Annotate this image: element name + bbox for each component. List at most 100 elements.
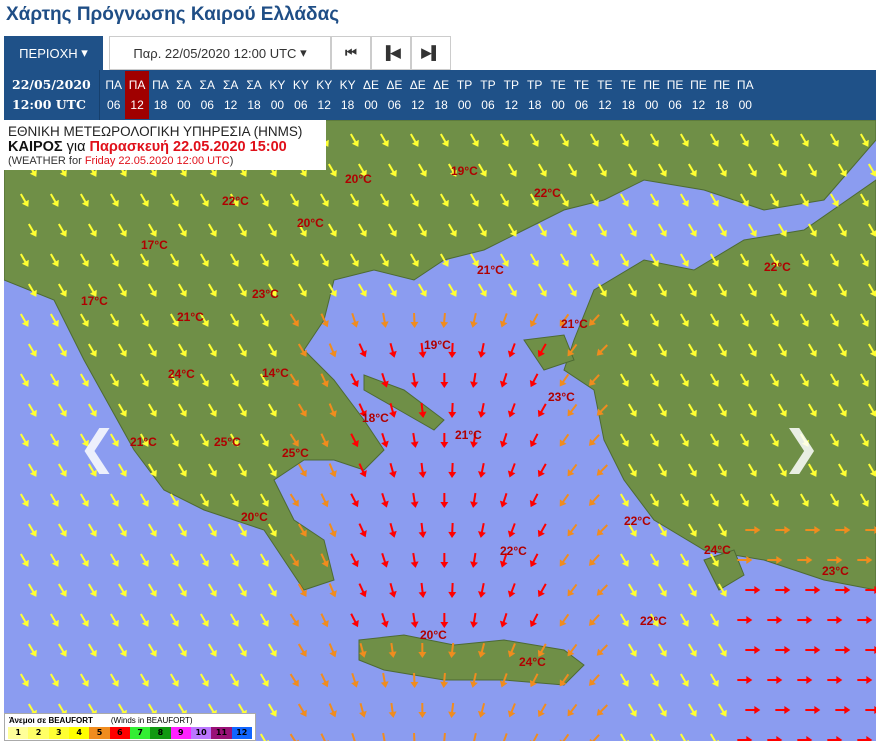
temperature-label: 18°C xyxy=(362,411,389,425)
wind-arrow xyxy=(297,223,307,237)
time-slot[interactable]: ΣΑ 06 xyxy=(196,71,219,119)
time-slot[interactable]: ΠΑ 06 xyxy=(102,71,125,119)
wind-arrow xyxy=(867,283,876,297)
wind-arrow xyxy=(410,432,419,448)
wind-arrow xyxy=(567,223,577,237)
wind-arrow xyxy=(147,523,157,537)
previous-map-arrow-icon[interactable]: ❮ xyxy=(78,420,117,474)
wind-arrow xyxy=(477,642,486,658)
wind-arrow xyxy=(739,373,749,387)
wind-arrow xyxy=(440,672,449,688)
wind-arrow xyxy=(267,223,277,237)
wind-arrow xyxy=(799,373,809,387)
time-slot[interactable]: ΠΑ 18 xyxy=(149,71,172,119)
wind-arrow xyxy=(805,646,821,654)
first-step-button[interactable]: ⏮ xyxy=(331,36,371,70)
wind-arrow xyxy=(358,463,367,478)
time-slot[interactable]: ΣΑ 18 xyxy=(242,71,265,119)
slot-hour: 06 xyxy=(387,98,402,112)
wind-arrow xyxy=(448,522,457,538)
time-slot[interactable]: ΠΕ 00 xyxy=(640,71,663,119)
wind-arrow xyxy=(797,616,813,624)
wind-arrow xyxy=(559,493,570,507)
wind-arrow xyxy=(747,403,757,417)
wind-arrow xyxy=(259,313,269,327)
time-slot[interactable]: ΠΕ 12 xyxy=(687,71,710,119)
legend-cell: 7 xyxy=(129,727,151,739)
wind-arrow xyxy=(709,493,719,507)
region-dropdown-button[interactable]: ΠΕΡΙΟΧΗ ▾ xyxy=(4,36,103,70)
time-slot[interactable]: ΣΑ 00 xyxy=(172,71,195,119)
prev-step-button[interactable]: ▐◀ xyxy=(371,36,411,70)
wind-arrow xyxy=(139,553,149,567)
time-slot[interactable]: ΣΑ 12 xyxy=(219,71,242,119)
wind-arrow xyxy=(87,343,97,357)
time-slot[interactable]: ΚΥ 18 xyxy=(336,71,359,119)
wind-arrow xyxy=(559,133,569,147)
wind-arrow xyxy=(389,582,397,598)
time-slot[interactable]: ΤΡ 00 xyxy=(453,71,476,119)
time-slot[interactable]: ΚΥ 06 xyxy=(289,71,312,119)
time-slot[interactable]: ΠΕ 06 xyxy=(663,71,686,119)
next-map-arrow-icon[interactable]: ❯ xyxy=(782,420,821,474)
wind-arrow xyxy=(351,733,359,741)
wind-arrow xyxy=(319,193,329,207)
land-lesvos xyxy=(523,334,575,371)
wind-arrow xyxy=(588,674,600,686)
wind-arrow xyxy=(537,583,547,597)
time-slot[interactable]: ΔΕ 06 xyxy=(383,71,406,119)
time-slot[interactable]: ΤΡ 18 xyxy=(523,71,546,119)
time-slot[interactable]: ΤΡ 06 xyxy=(476,71,499,119)
wind-arrow xyxy=(627,643,637,657)
time-slot[interactable]: ΚΥ 00 xyxy=(266,71,289,119)
wind-arrow xyxy=(439,253,449,267)
wind-arrow xyxy=(289,553,299,567)
slot-day: ΣΑ xyxy=(176,78,192,92)
wind-arrow xyxy=(567,463,578,477)
wind-arrow xyxy=(477,163,487,177)
time-slot[interactable]: ΔΕ 12 xyxy=(406,71,429,119)
wind-arrow xyxy=(507,703,516,718)
wind-arrow xyxy=(837,463,847,477)
wind-arrow xyxy=(379,193,389,207)
wind-arrow xyxy=(867,343,876,357)
wind-arrow xyxy=(679,193,689,207)
time-slot[interactable]: ΔΕ 00 xyxy=(359,71,382,119)
wind-arrow xyxy=(389,522,397,538)
time-slot[interactable]: ΤΕ 18 xyxy=(617,71,640,119)
date-select[interactable]: Παρ. 22/05/2020 12:00 UTC ▾ xyxy=(109,36,331,70)
time-slot[interactable]: ΠΑ 00 xyxy=(734,71,757,119)
wind-arrow xyxy=(537,463,547,477)
time-slot[interactable]: ΔΕ 18 xyxy=(429,71,452,119)
wind-arrow xyxy=(537,703,547,717)
wind-arrow xyxy=(797,556,813,564)
wind-arrow xyxy=(169,553,179,567)
wind-arrow xyxy=(259,493,269,507)
time-slot[interactable]: ΤΕ 06 xyxy=(570,71,593,119)
time-slot[interactable]: ΚΥ 12 xyxy=(313,71,336,119)
wind-arrow xyxy=(767,676,783,684)
temperature-label: 21°C xyxy=(177,310,204,324)
wind-arrow xyxy=(328,583,337,598)
wind-arrow xyxy=(837,223,847,237)
wind-arrow xyxy=(169,253,179,267)
wind-arrow xyxy=(469,312,478,328)
time-slot[interactable]: ΤΡ 12 xyxy=(500,71,523,119)
wind-arrow xyxy=(109,253,119,267)
time-slot[interactable]: ΠΑ 12 xyxy=(125,71,149,119)
wind-arrow xyxy=(199,613,209,627)
wind-arrow xyxy=(418,582,427,598)
wind-arrow xyxy=(289,373,299,387)
next-step-button[interactable]: ▶▌ xyxy=(411,36,451,70)
time-slot[interactable]: ΤΕ 12 xyxy=(593,71,616,119)
wind-arrow xyxy=(418,342,427,358)
wind-arrow xyxy=(117,583,127,597)
wind-arrow xyxy=(679,673,689,687)
wind-arrow xyxy=(687,223,697,237)
wind-arrow xyxy=(207,283,217,297)
wind-arrow xyxy=(49,433,59,447)
time-slot[interactable]: ΠΕ 18 xyxy=(710,71,733,119)
wind-arrow xyxy=(588,374,600,386)
wind-arrow xyxy=(619,613,629,627)
time-slot[interactable]: ΤΕ 00 xyxy=(546,71,569,119)
